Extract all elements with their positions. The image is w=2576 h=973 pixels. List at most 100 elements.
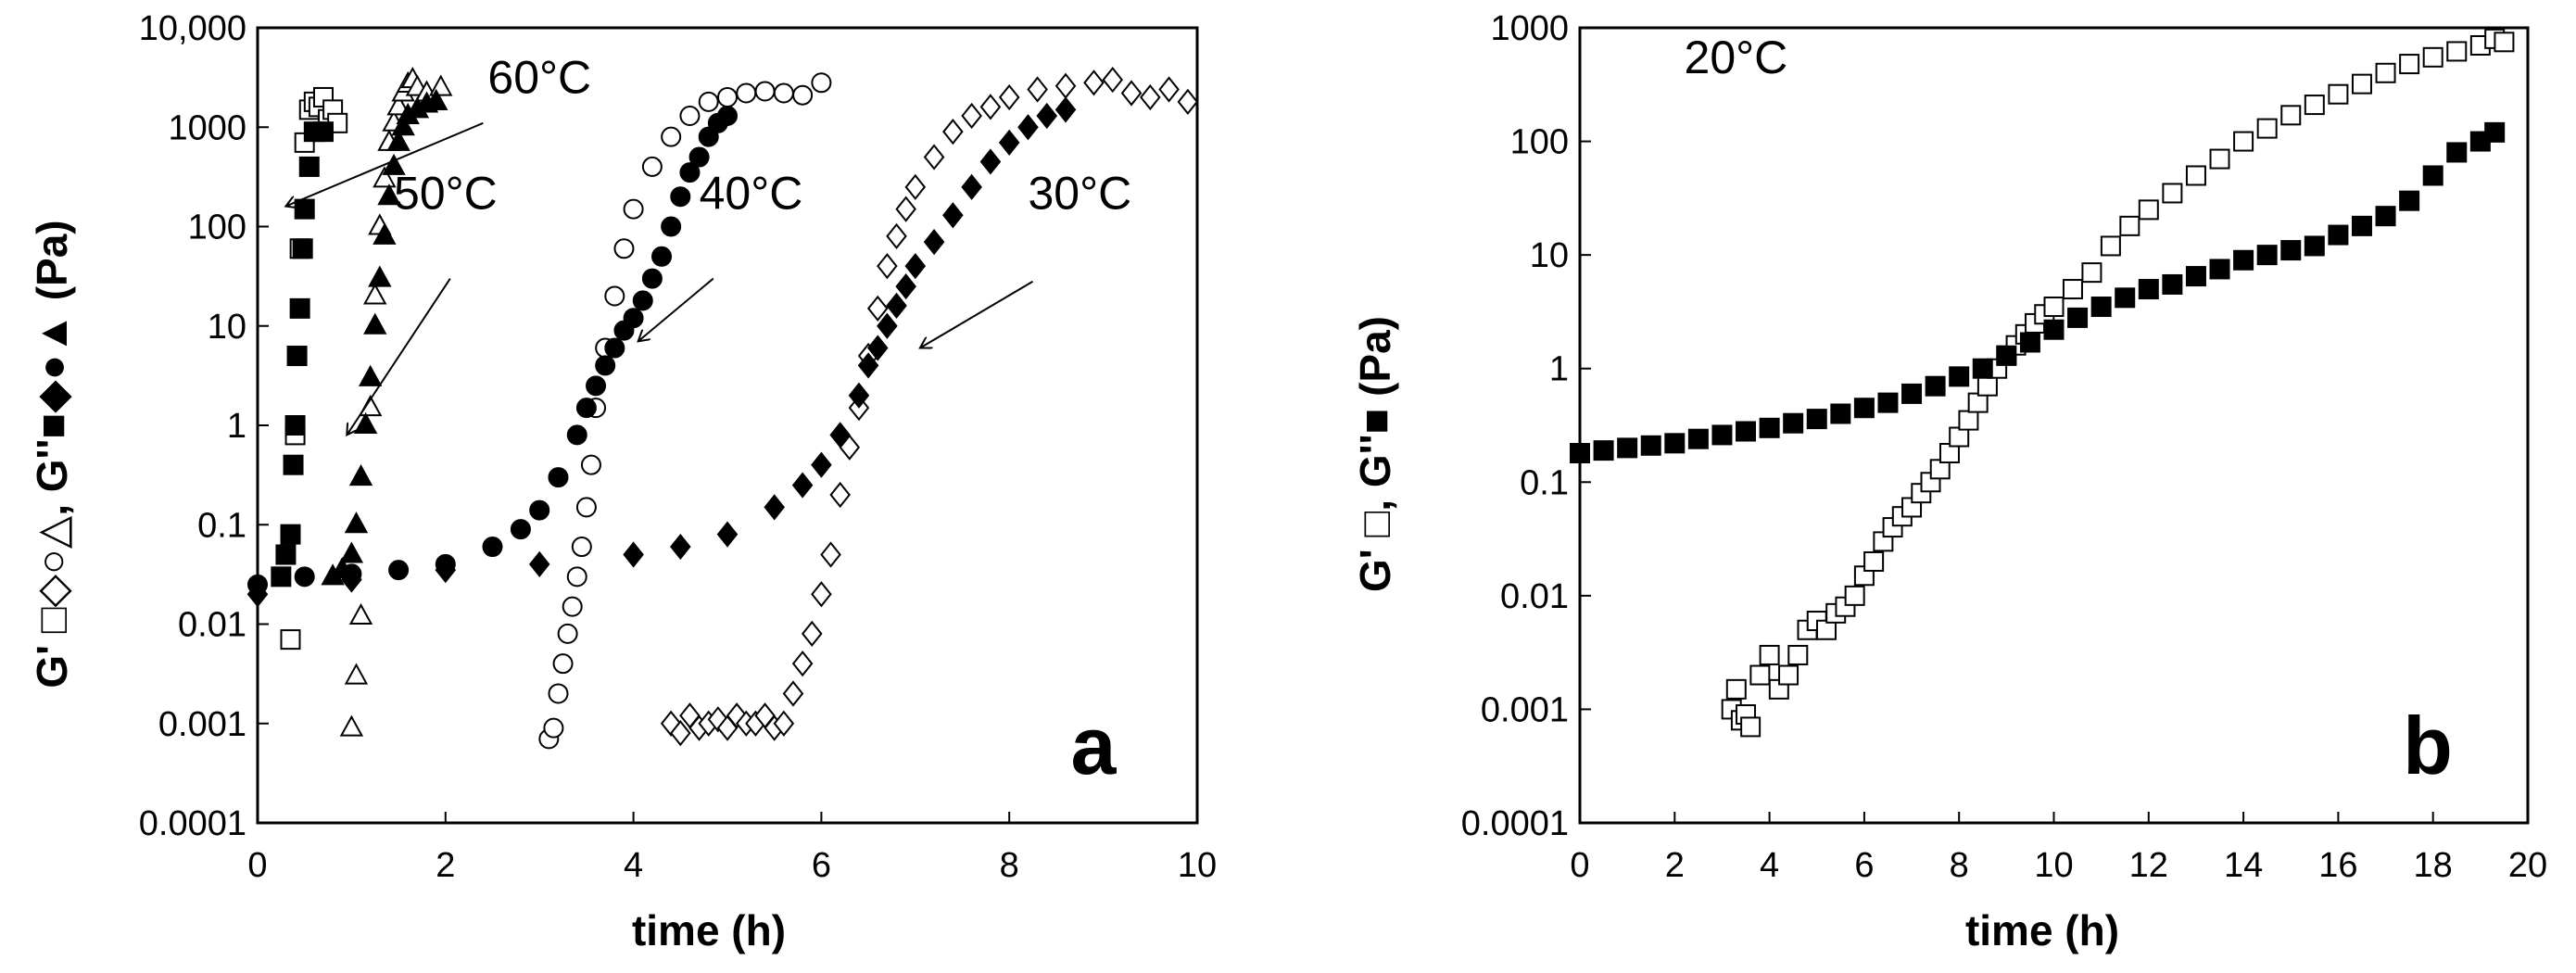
panel-b-point	[2090, 297, 2112, 318]
panel-b-point	[2043, 319, 2065, 340]
panel-a-point	[895, 196, 916, 222]
panel-a-point	[979, 148, 1002, 175]
panel-a-point	[782, 680, 804, 707]
panel-a-point	[344, 512, 369, 534]
panel-a-series-2	[339, 67, 453, 737]
panel-a-point	[604, 337, 625, 359]
panel-a-point	[1054, 96, 1077, 123]
panel-a-point	[877, 253, 898, 280]
panel-b-point	[2138, 279, 2159, 300]
panel-a-point	[294, 566, 315, 588]
panel-a-point	[575, 398, 597, 419]
panel-b-x-axis-title: time (h)	[1965, 906, 2119, 954]
panel-a-point	[1083, 70, 1105, 96]
panel-b-point	[2100, 235, 2121, 257]
panel-a-point	[1102, 66, 1124, 94]
panel-a-point	[391, 114, 415, 136]
panel-a-point	[271, 566, 292, 588]
panel-b-point	[1759, 644, 1780, 665]
panel-b-point	[2119, 215, 2140, 236]
panel-b-letter: b	[2403, 700, 2453, 791]
panel-a-point	[595, 355, 616, 376]
panel-a-point	[866, 335, 889, 361]
panel-b-point	[2304, 95, 2325, 116]
panel-a-point	[857, 352, 879, 379]
panel-b-point	[2328, 83, 2349, 105]
panel-b-x-tick-label: 0	[1570, 846, 1589, 885]
panel-b-point	[1996, 345, 2017, 366]
panel-b-point	[1806, 409, 1827, 430]
panel-a-y-tick-label: 1000	[168, 108, 246, 147]
panel-b-point	[2351, 215, 2372, 236]
panel-a-point	[386, 129, 410, 151]
panel-a-annotation-label: 60°C	[487, 52, 591, 104]
panel-b-y-title-part-2: □	[1351, 512, 1399, 537]
panel-b-x-tick-label: 10	[2034, 846, 2073, 885]
panel-a-point	[339, 541, 364, 563]
panel-a-annotation-label: 40°C	[700, 168, 803, 220]
panel-a-point	[586, 375, 607, 397]
panel-b-point	[2494, 32, 2515, 53]
panel-a-chart: 60°C 50°C 40°C 30°C 0.0001 0.001 0.01 0.1 1 10 10…	[28, 9, 1217, 954]
panel-b-point	[1949, 366, 1970, 387]
panel-a-y-tick-label: 0.1	[197, 506, 246, 545]
panel-a-y-tick-label: 1	[227, 407, 246, 446]
panel-a-point	[284, 415, 306, 436]
panel-a-x-axis-title: time (h)	[632, 906, 786, 954]
panel-b-point	[2446, 142, 2468, 163]
panel-a-point	[661, 126, 682, 147]
panel-b-ticks: 0.0001 0.001 0.01 0.1 1 10 100 1000 0 2 4 6 8 10 12 14 1…	[1461, 9, 2547, 885]
panel-b-x-tick-label: 20	[2508, 846, 2547, 885]
panel-a-point	[604, 285, 625, 307]
panel-a-point	[904, 253, 927, 280]
panel-a-series-1	[271, 121, 334, 588]
panel-a-point	[623, 541, 644, 568]
panel-a-point	[482, 537, 503, 558]
panel-a-x-tick-label: 10	[1178, 846, 1217, 885]
panel-a-point	[1017, 114, 1039, 141]
panel-a-y-tick-label: 0.0001	[139, 804, 246, 843]
panel-b-annotations: 20°C	[1685, 32, 1788, 83]
panel-a-point	[632, 290, 653, 311]
panel-a-point	[717, 106, 738, 127]
panel-b-point	[1958, 410, 1979, 431]
panel-b-point	[2256, 245, 2278, 266]
panel-b-point	[2375, 206, 2396, 227]
panel-a-point	[979, 94, 1002, 120]
panel-a-x-tick-label: 6	[812, 846, 831, 885]
panel-a-point	[557, 623, 578, 644]
panel-a-point	[923, 144, 945, 171]
panel-b-point	[1863, 550, 1885, 572]
panel-b-point	[2351, 73, 2372, 95]
panel-a-letter: a	[1071, 700, 1118, 791]
panel-a-point	[1177, 88, 1199, 115]
panel-b-y-title-part-3: , G''	[1351, 434, 1399, 511]
panel-a-point	[1036, 102, 1058, 130]
panel-a-point	[623, 198, 644, 220]
panel-a-point	[1027, 76, 1048, 103]
panel-b-point	[2256, 118, 2278, 139]
panel-a-point	[698, 126, 719, 147]
panel-b-y-title-part-5: (Pa)	[1351, 316, 1399, 409]
panel-a-point	[688, 146, 710, 168]
panel-b-point	[2138, 199, 2159, 221]
panel-a-point	[923, 229, 945, 256]
panel-a-point	[298, 156, 320, 177]
panel-b-y-tick-label: 0.001	[1481, 690, 1569, 729]
panel-b-point	[1853, 398, 1875, 419]
panel-a-point	[341, 566, 362, 593]
panel-b-x-tick-label: 14	[2224, 846, 2263, 885]
panel-a-point	[358, 364, 383, 386]
panel-b-point	[2446, 41, 2468, 62]
panel-a-point	[998, 129, 1020, 156]
panel-a-point	[811, 72, 832, 94]
panel-b-point	[1925, 375, 1946, 397]
panel-a-point	[886, 292, 907, 319]
panel-a-point	[773, 710, 795, 737]
panel-a-point	[566, 424, 587, 446]
panel-a-point	[764, 494, 785, 521]
panel-a-point	[998, 83, 1020, 111]
panel-b-x-tick-label: 8	[1950, 846, 1969, 885]
panel-a-point	[820, 541, 841, 568]
